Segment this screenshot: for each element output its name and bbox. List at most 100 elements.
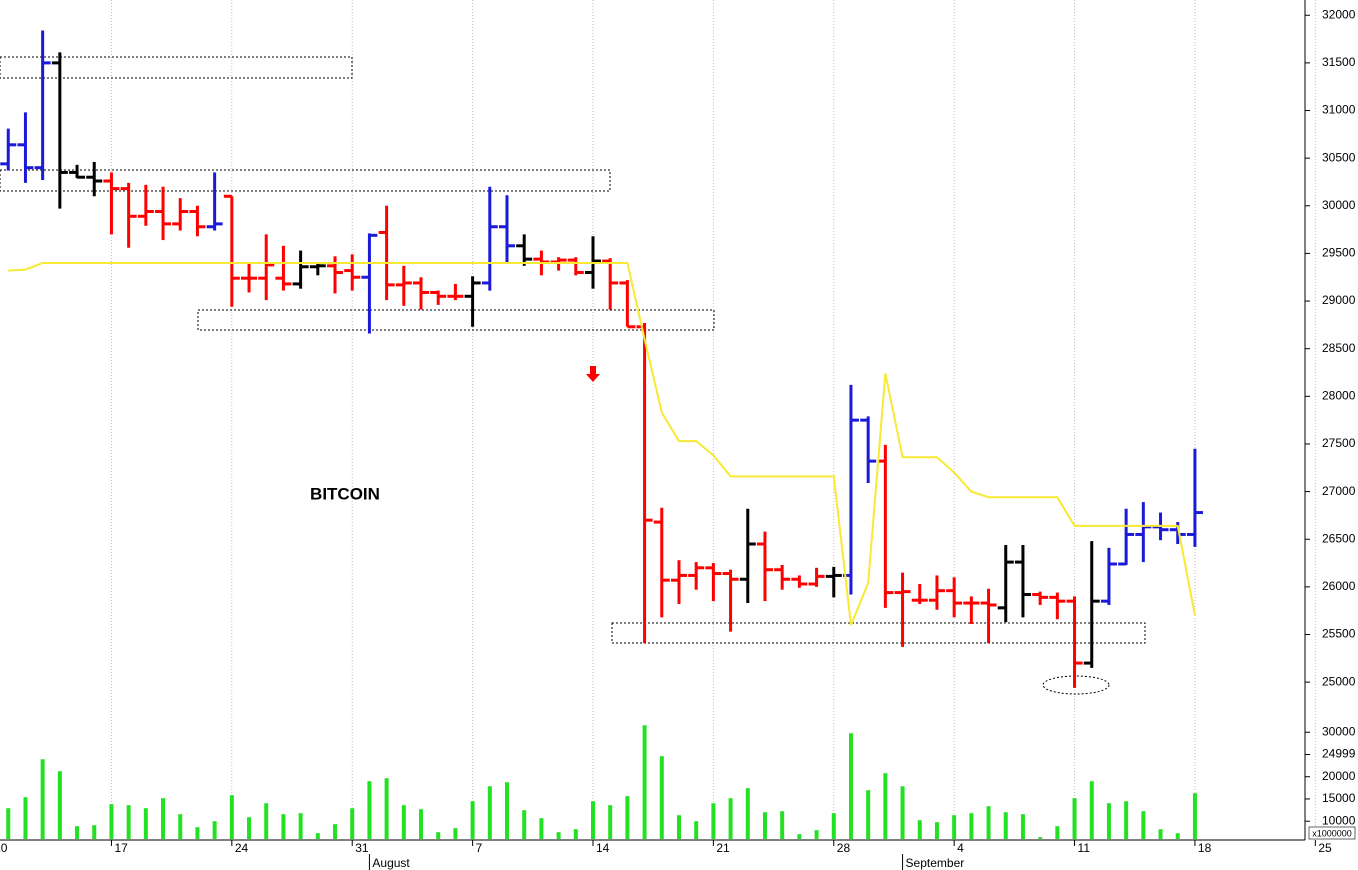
volume-bar	[315, 833, 320, 839]
volume-bar	[573, 829, 578, 839]
volume-bar	[470, 801, 475, 839]
volume-bar	[745, 788, 750, 839]
x-tick-label: 14	[596, 841, 610, 855]
volume-bar	[883, 773, 888, 839]
zone-box	[0, 169, 611, 192]
volume-bar	[161, 798, 166, 839]
volume-bar	[436, 832, 441, 839]
volume-bar	[659, 756, 664, 839]
y-tick-label: 28500	[1322, 341, 1356, 355]
volume-bar	[728, 798, 733, 839]
volume-bar	[1055, 826, 1060, 839]
volume-bar	[522, 810, 527, 839]
volume-bar	[264, 803, 269, 839]
unit-label: x1000000	[1312, 828, 1352, 838]
volume-bar	[1089, 781, 1094, 839]
volume-bar	[1141, 811, 1146, 839]
volume-bar	[539, 818, 544, 839]
volume-bar	[40, 759, 45, 839]
x-tick-label: 18	[1198, 841, 1212, 855]
y-tick-label: 29000	[1322, 293, 1356, 307]
y-tick-label: 25000	[1322, 674, 1356, 688]
volume-bar	[694, 821, 699, 839]
volume-bar	[178, 814, 183, 839]
x-tick-label: 21	[716, 841, 730, 855]
volume-bar	[57, 771, 62, 839]
volume-bar	[23, 797, 28, 839]
volume-bar	[762, 812, 767, 839]
volume-bar	[453, 828, 458, 839]
y-tick-label: 30500	[1322, 150, 1356, 164]
volume-bar	[92, 825, 97, 839]
y-tick-label: 24999	[1322, 747, 1356, 761]
ohlc-bars	[0, 30, 1203, 688]
volume-bar	[367, 781, 372, 839]
y-tick-label: 27500	[1322, 436, 1356, 450]
volume-bar	[1158, 829, 1163, 839]
y-tick-label: 30000	[1322, 198, 1356, 212]
volume-bar	[1106, 803, 1111, 839]
y-tick-label: 10000	[1322, 813, 1356, 827]
volume-bar	[505, 782, 510, 839]
volume-bar	[934, 822, 939, 839]
x-tick-label: 17	[114, 841, 128, 855]
volume-bar	[1038, 837, 1043, 839]
x-tick-label: 28	[837, 841, 851, 855]
volume-bar	[608, 805, 613, 839]
x-tick-label: 25	[1318, 841, 1332, 855]
y-tick-label: 27000	[1322, 484, 1356, 498]
down-arrow	[586, 366, 600, 382]
y-tick-label: 29500	[1322, 246, 1356, 260]
volume-bar	[298, 813, 303, 839]
volume-bar	[952, 815, 957, 839]
volume-bar	[247, 817, 252, 839]
unit-box	[1308, 826, 1356, 840]
volume-bar	[384, 778, 389, 839]
volume-bar	[556, 832, 561, 839]
volume-bar	[1003, 812, 1008, 839]
low-marker	[1042, 675, 1110, 695]
volume-bar	[797, 834, 802, 839]
volume-bar	[986, 806, 991, 839]
y-tick-label: 32000	[1322, 7, 1356, 21]
x-tick-label: 31	[355, 841, 369, 855]
volume-bar	[642, 725, 647, 839]
y-tick-label: 25500	[1322, 627, 1356, 641]
zone-box	[0, 56, 353, 79]
y-tick-label: 20000	[1322, 769, 1356, 783]
volume-bar	[900, 786, 905, 839]
volume-bar	[1072, 798, 1077, 839]
volume-bar	[401, 805, 406, 839]
volume-bar	[229, 795, 234, 839]
chart-title: BITCOIN	[310, 484, 380, 503]
x-tick-label: 24	[235, 841, 249, 855]
month-label: August	[372, 856, 410, 870]
volume-bar	[1124, 801, 1129, 839]
x-tick-label: 11	[1078, 841, 1091, 855]
volume-bar	[333, 824, 338, 839]
volume-bar	[917, 820, 922, 839]
volume-bar	[143, 808, 148, 839]
x-tick-label: 10	[0, 841, 8, 855]
y-tick-label: 26500	[1322, 531, 1356, 545]
volume-bar	[676, 815, 681, 839]
volume-bar	[969, 813, 974, 839]
volume-bar	[109, 804, 114, 839]
y-tick-label: 31000	[1322, 103, 1356, 117]
volume-bar	[1175, 833, 1180, 839]
volume-bar	[126, 805, 131, 839]
grid	[110, 0, 1316, 840]
trend-line	[8, 261, 1196, 626]
volume-bar	[848, 733, 853, 839]
y-tick-label: 28000	[1322, 388, 1356, 402]
volume-bar	[419, 809, 424, 839]
volume-bar	[831, 813, 836, 839]
volume-bar	[195, 827, 200, 839]
volume-bar	[625, 796, 630, 839]
volume-bar	[6, 808, 11, 839]
volume-bar	[1192, 793, 1197, 839]
month-label: September	[906, 856, 965, 870]
volume-bar	[1020, 814, 1025, 839]
volume-bar	[350, 808, 355, 839]
